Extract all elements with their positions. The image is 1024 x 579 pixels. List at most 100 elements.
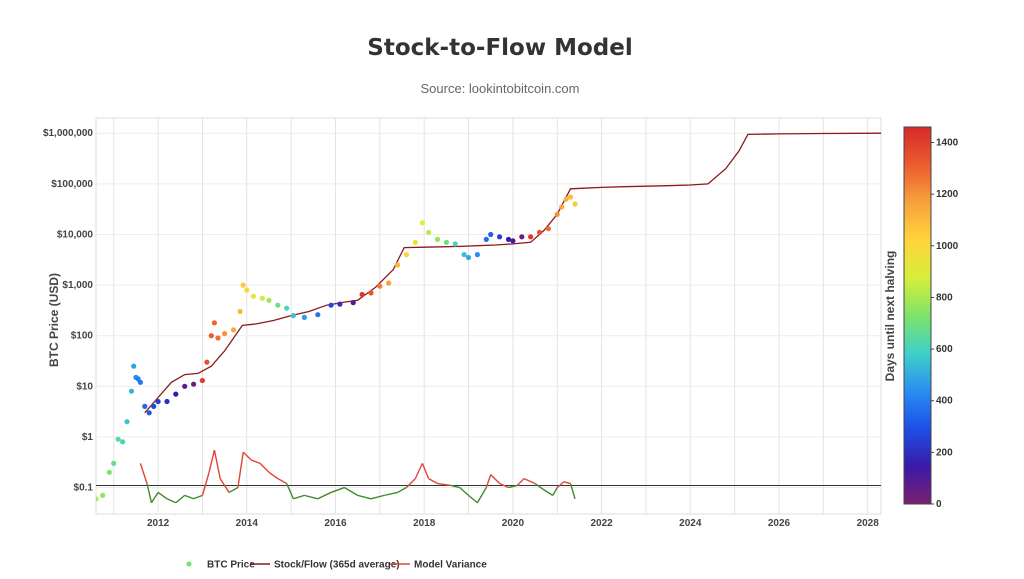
model-variance-segment (450, 484, 460, 489)
series-layer (96, 132, 881, 504)
btc-price-point (211, 320, 217, 326)
model-variance-segment (485, 474, 492, 488)
colorbar-tick-label: 1000 (936, 241, 959, 252)
btc-price-point (359, 291, 365, 298)
legend-label: BTC Price (207, 560, 255, 571)
model-variance-segment (523, 477, 536, 485)
btc-price-point (474, 252, 480, 258)
chart-subtitle: Source: lookintobitcoin.com (420, 81, 580, 96)
btc-price-point (284, 305, 290, 311)
colorbar-tick-label: 400 (936, 396, 953, 407)
model-variance-segment (157, 491, 168, 500)
btc-price-point (128, 388, 135, 394)
btc-price-point (528, 234, 534, 240)
model-variance-segment (516, 478, 525, 486)
chart-title: Stock-to-Flow Model (367, 35, 633, 61)
y-tick-label: $1 (82, 432, 94, 443)
model-variance-segment (228, 486, 239, 494)
colorbar-tick-label: 200 (936, 447, 953, 458)
btc-price-point (275, 302, 281, 308)
model-variance-segment (508, 484, 518, 489)
btc-price-point (315, 312, 321, 318)
btc-price-point (124, 419, 130, 425)
y-tick-label: $100 (71, 331, 94, 342)
btc-price-point (377, 283, 383, 289)
model-variance-segment (490, 474, 501, 485)
model-variance-segment (468, 494, 478, 504)
legend[interactable]: BTC Price Stock/Flow (365d average) Model … (186, 560, 488, 571)
x-tick-label: 2016 (324, 518, 347, 529)
model-variance-segment (175, 494, 186, 504)
model-variance-segment (293, 494, 305, 500)
model-variance-segment (344, 486, 359, 496)
colorbar-title: Days until next halving (883, 251, 897, 382)
legend-item[interactable]: BTC Price (186, 560, 256, 571)
btc-price-point (554, 211, 560, 217)
btc-price-point (137, 379, 143, 385)
btc-price-point (120, 439, 126, 445)
x-axis-ticks: 2012 2014 2016 2018 2020 2022 2024 2026 2028 (147, 518, 879, 529)
btc-price-point (567, 194, 574, 200)
btc-price-point (483, 236, 489, 242)
btc-price-point (505, 236, 512, 242)
x-tick-label: 2026 (768, 518, 791, 529)
model-variance-segment (414, 463, 424, 479)
btc-price-point (488, 231, 494, 238)
y-axis-title: BTC Price (USD) (47, 273, 61, 367)
btc-price-point (337, 301, 343, 307)
btc-price-point (461, 252, 467, 258)
y-tick-label: $0.1 (74, 483, 94, 494)
y-axis-ticks: $0.1 $1 $10 $100 $1,000 $10,000 $100,000 $1,000… (43, 128, 93, 493)
btc-price-point (164, 398, 170, 405)
btc-price-point (208, 333, 214, 339)
btc-price-point (403, 252, 410, 258)
y-tick-label: $1,000,000 (43, 128, 93, 139)
btc-price-point (230, 327, 237, 333)
model-variance-segment (384, 491, 398, 497)
btc-price-point (434, 236, 441, 242)
btc-price-point (111, 460, 117, 466)
btc-price-point (259, 295, 265, 301)
btc-price-point (237, 308, 243, 315)
model-variance-segment (146, 483, 153, 503)
model-variance-segment (357, 494, 372, 500)
btc-price-point (412, 239, 418, 245)
colorbar-tick-label: 600 (936, 344, 953, 355)
btc-price-point (155, 398, 161, 405)
model-variance-segment (166, 498, 177, 504)
x-tick-label: 2020 (502, 518, 525, 529)
btc-price-point (559, 204, 565, 210)
model-variance-segment (459, 487, 470, 496)
model-variance-segment (405, 478, 416, 489)
btc-price-point (151, 403, 157, 409)
legend-item[interactable]: Model Variance (390, 560, 487, 571)
btc-price-point (131, 363, 137, 369)
model-variance-segment (304, 494, 318, 500)
btc-price-point (96, 496, 99, 502)
btc-price-point (244, 287, 250, 293)
btc-price-point (368, 290, 374, 296)
colorbar: 0 200 400 600 800 1000 1200 1400 (903, 126, 959, 510)
x-tick-label: 2012 (147, 518, 170, 529)
x-tick-label: 2028 (857, 518, 880, 529)
btc-price-point (572, 201, 578, 207)
legend-item[interactable]: Stock/Flow (365d average) (250, 560, 400, 571)
colorbar-tick-label: 0 (936, 499, 942, 510)
model-variance-segment (552, 487, 558, 496)
btc-price-point (250, 293, 256, 299)
y-tick-label: $10,000 (57, 229, 94, 240)
btc-price-point (290, 313, 296, 319)
btc-price-point (545, 226, 552, 232)
btc-price-point (240, 282, 246, 288)
x-tick-label: 2014 (236, 518, 259, 529)
btc-price-point (426, 229, 432, 235)
legend-label: Model Variance (414, 560, 487, 571)
model-variance-segment (317, 491, 332, 500)
model-variance-segment (543, 489, 554, 496)
model-variance-segment (213, 449, 221, 479)
model-variance-segment (569, 483, 576, 499)
btc-price-point (497, 234, 503, 240)
model-variance-segment (476, 487, 487, 504)
model-variance-segment (250, 459, 261, 465)
colorbar-tick-label: 1400 (936, 137, 959, 148)
